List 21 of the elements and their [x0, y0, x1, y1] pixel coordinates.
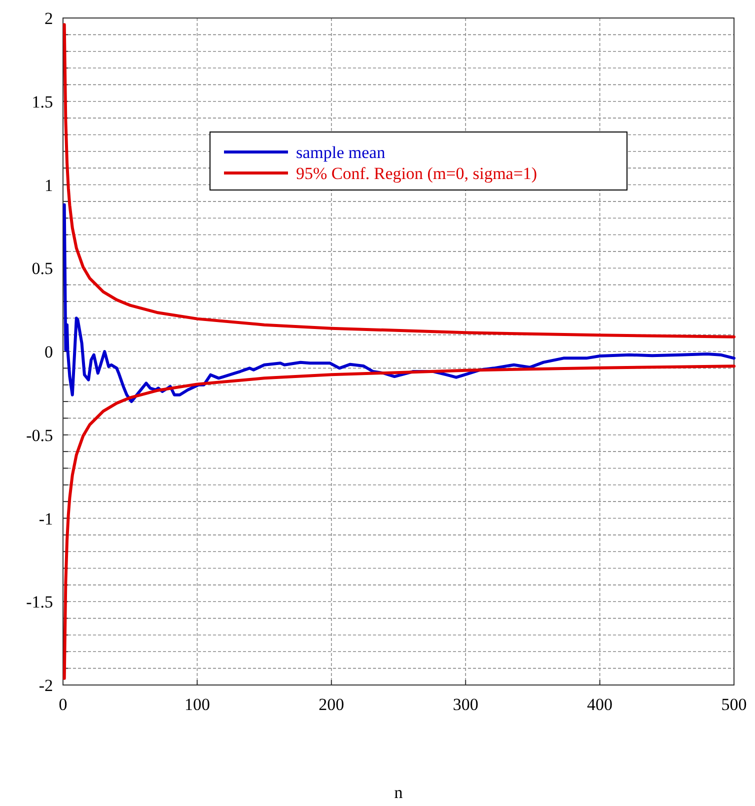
- y-tick-label: -2: [38, 676, 53, 695]
- y-tick-label: 0.5: [32, 259, 53, 278]
- x-tick-label: 500: [721, 695, 747, 714]
- y-tick-label: 2: [44, 9, 53, 28]
- line-series: [62, 364, 736, 680]
- y-tick-label: 1.5: [32, 92, 53, 112]
- x-tick-label: 200: [318, 695, 344, 714]
- y-tick-label: -0.5: [26, 426, 53, 445]
- x-tick-label: 400: [587, 695, 613, 714]
- line-series: [62, 203, 736, 404]
- y-tick-label: 1: [44, 176, 53, 195]
- x-tick-label: 100: [184, 695, 210, 714]
- x-tick-label: 300: [452, 695, 478, 714]
- line-series: [62, 23, 736, 338]
- legend-label: 95% Conf. Region (m=0, sigma=1): [296, 164, 538, 183]
- x-axis-title: n: [394, 783, 404, 802]
- y-tick-label: -1.5: [26, 592, 53, 612]
- x-tick-label: 0: [58, 695, 68, 714]
- y-tick-label: 0: [44, 342, 53, 362]
- legend-label: sample mean: [296, 143, 386, 162]
- y-tick-label: -1: [38, 509, 53, 528]
